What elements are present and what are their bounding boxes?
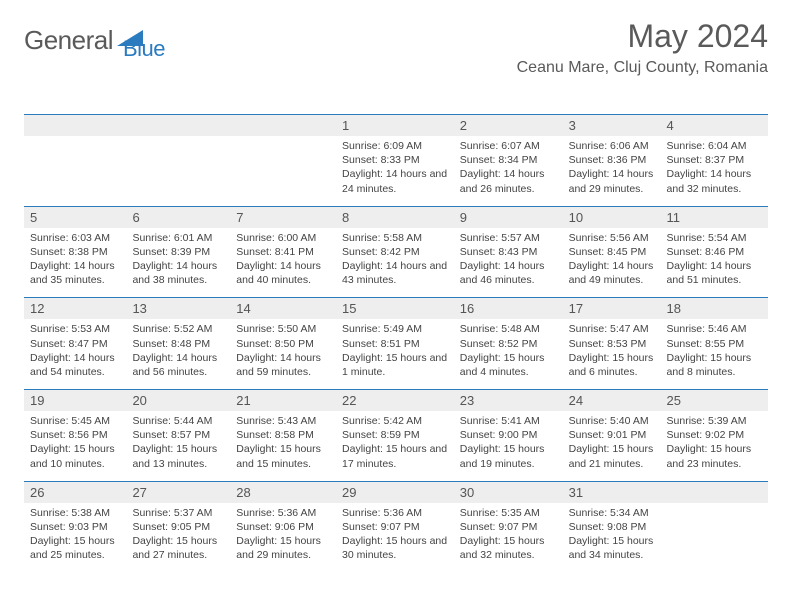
day-info-cell: Sunrise: 6:01 AMSunset: 8:39 PMDaylight:…	[126, 228, 230, 298]
day-number: 30	[454, 481, 563, 503]
day-number: 4	[661, 115, 768, 137]
day-number	[661, 481, 768, 503]
weekday-header: Sunday	[24, 87, 126, 115]
day-number: 20	[126, 390, 230, 412]
day-number: 9	[454, 206, 563, 228]
day-number: 19	[24, 390, 126, 412]
day-info-cell: Sunrise: 5:36 AMSunset: 9:07 PMDaylight:…	[336, 503, 454, 573]
day-info-row: Sunrise: 5:53 AMSunset: 8:47 PMDaylight:…	[24, 319, 768, 389]
day-number-row: 567891011	[24, 206, 768, 228]
day-info-cell: Sunrise: 5:46 AMSunset: 8:55 PMDaylight:…	[661, 319, 768, 389]
day-number: 27	[126, 481, 230, 503]
logo-text-general: General	[24, 25, 113, 56]
day-info-cell: Sunrise: 6:06 AMSunset: 8:36 PMDaylight:…	[563, 136, 661, 206]
day-info-cell: Sunrise: 5:39 AMSunset: 9:02 PMDaylight:…	[661, 411, 768, 481]
day-info-cell: Sunrise: 5:42 AMSunset: 8:59 PMDaylight:…	[336, 411, 454, 481]
day-number: 24	[563, 390, 661, 412]
day-info-row: Sunrise: 5:45 AMSunset: 8:56 PMDaylight:…	[24, 411, 768, 481]
day-info-cell: Sunrise: 5:45 AMSunset: 8:56 PMDaylight:…	[24, 411, 126, 481]
day-info-cell: Sunrise: 5:44 AMSunset: 8:57 PMDaylight:…	[126, 411, 230, 481]
day-number: 6	[126, 206, 230, 228]
logo-text-blue: Blue	[123, 36, 165, 62]
day-info-cell: Sunrise: 5:38 AMSunset: 9:03 PMDaylight:…	[24, 503, 126, 573]
day-info-cell: Sunrise: 5:35 AMSunset: 9:07 PMDaylight:…	[454, 503, 563, 573]
calendar-table: SundayMondayTuesdayWednesdayThursdayFrid…	[24, 87, 768, 572]
day-info-cell: Sunrise: 5:54 AMSunset: 8:46 PMDaylight:…	[661, 228, 768, 298]
day-number: 26	[24, 481, 126, 503]
day-number: 22	[336, 390, 454, 412]
location: Ceanu Mare, Cluj County, Romania	[517, 59, 768, 77]
day-number: 12	[24, 298, 126, 320]
day-number: 1	[336, 115, 454, 137]
day-number: 25	[661, 390, 768, 412]
logo: General Blue	[24, 18, 165, 62]
day-info-row: Sunrise: 6:09 AMSunset: 8:33 PMDaylight:…	[24, 136, 768, 206]
day-info-cell	[230, 136, 336, 206]
day-info-cell: Sunrise: 6:09 AMSunset: 8:33 PMDaylight:…	[336, 136, 454, 206]
day-number	[24, 115, 126, 137]
day-info-cell: Sunrise: 5:56 AMSunset: 8:45 PMDaylight:…	[563, 228, 661, 298]
header: General Blue May 2024 Ceanu Mare, Cluj C…	[24, 18, 768, 77]
day-number: 10	[563, 206, 661, 228]
day-info-cell: Sunrise: 5:43 AMSunset: 8:58 PMDaylight:…	[230, 411, 336, 481]
weekday-header: Saturday	[661, 87, 768, 115]
day-number: 14	[230, 298, 336, 320]
day-number: 3	[563, 115, 661, 137]
day-number: 5	[24, 206, 126, 228]
day-info-cell: Sunrise: 5:36 AMSunset: 9:06 PMDaylight:…	[230, 503, 336, 573]
day-info-cell: Sunrise: 6:07 AMSunset: 8:34 PMDaylight:…	[454, 136, 563, 206]
day-number: 28	[230, 481, 336, 503]
weekday-header: Friday	[563, 87, 661, 115]
day-number-row: 19202122232425	[24, 390, 768, 412]
day-info-cell: Sunrise: 5:50 AMSunset: 8:50 PMDaylight:…	[230, 319, 336, 389]
day-number	[126, 115, 230, 137]
day-number: 2	[454, 115, 563, 137]
day-info-cell: Sunrise: 5:40 AMSunset: 9:01 PMDaylight:…	[563, 411, 661, 481]
day-number: 18	[661, 298, 768, 320]
weekday-header: Monday	[126, 87, 230, 115]
weekday-header: Thursday	[454, 87, 563, 115]
day-info-cell: Sunrise: 5:37 AMSunset: 9:05 PMDaylight:…	[126, 503, 230, 573]
day-info-cell: Sunrise: 6:03 AMSunset: 8:38 PMDaylight:…	[24, 228, 126, 298]
day-number: 23	[454, 390, 563, 412]
day-info-cell	[24, 136, 126, 206]
day-info-cell: Sunrise: 6:04 AMSunset: 8:37 PMDaylight:…	[661, 136, 768, 206]
day-number	[230, 115, 336, 137]
day-info-cell: Sunrise: 5:52 AMSunset: 8:48 PMDaylight:…	[126, 319, 230, 389]
day-number-row: 1234	[24, 115, 768, 137]
day-number-row: 262728293031	[24, 481, 768, 503]
day-number: 21	[230, 390, 336, 412]
weekday-header: Wednesday	[336, 87, 454, 115]
day-info-cell: Sunrise: 5:41 AMSunset: 9:00 PMDaylight:…	[454, 411, 563, 481]
day-info-row: Sunrise: 5:38 AMSunset: 9:03 PMDaylight:…	[24, 503, 768, 573]
day-info-cell	[661, 503, 768, 573]
day-number: 11	[661, 206, 768, 228]
day-number: 29	[336, 481, 454, 503]
day-info-cell: Sunrise: 5:34 AMSunset: 9:08 PMDaylight:…	[563, 503, 661, 573]
day-number: 16	[454, 298, 563, 320]
day-info-row: Sunrise: 6:03 AMSunset: 8:38 PMDaylight:…	[24, 228, 768, 298]
day-number: 15	[336, 298, 454, 320]
day-info-cell: Sunrise: 6:00 AMSunset: 8:41 PMDaylight:…	[230, 228, 336, 298]
day-number: 31	[563, 481, 661, 503]
day-info-cell: Sunrise: 5:58 AMSunset: 8:42 PMDaylight:…	[336, 228, 454, 298]
calendar-body: 1234 Sunrise: 6:09 AMSunset: 8:33 PMDayl…	[24, 115, 768, 573]
day-info-cell: Sunrise: 5:48 AMSunset: 8:52 PMDaylight:…	[454, 319, 563, 389]
weekday-header-row: SundayMondayTuesdayWednesdayThursdayFrid…	[24, 87, 768, 115]
day-number: 13	[126, 298, 230, 320]
day-info-cell: Sunrise: 5:53 AMSunset: 8:47 PMDaylight:…	[24, 319, 126, 389]
day-info-cell: Sunrise: 5:49 AMSunset: 8:51 PMDaylight:…	[336, 319, 454, 389]
day-info-cell: Sunrise: 5:57 AMSunset: 8:43 PMDaylight:…	[454, 228, 563, 298]
day-info-cell	[126, 136, 230, 206]
weekday-header: Tuesday	[230, 87, 336, 115]
day-number: 7	[230, 206, 336, 228]
day-number-row: 12131415161718	[24, 298, 768, 320]
day-number: 8	[336, 206, 454, 228]
day-number: 17	[563, 298, 661, 320]
month-title: May 2024	[517, 18, 768, 55]
title-block: May 2024 Ceanu Mare, Cluj County, Romani…	[517, 18, 768, 77]
day-info-cell: Sunrise: 5:47 AMSunset: 8:53 PMDaylight:…	[563, 319, 661, 389]
